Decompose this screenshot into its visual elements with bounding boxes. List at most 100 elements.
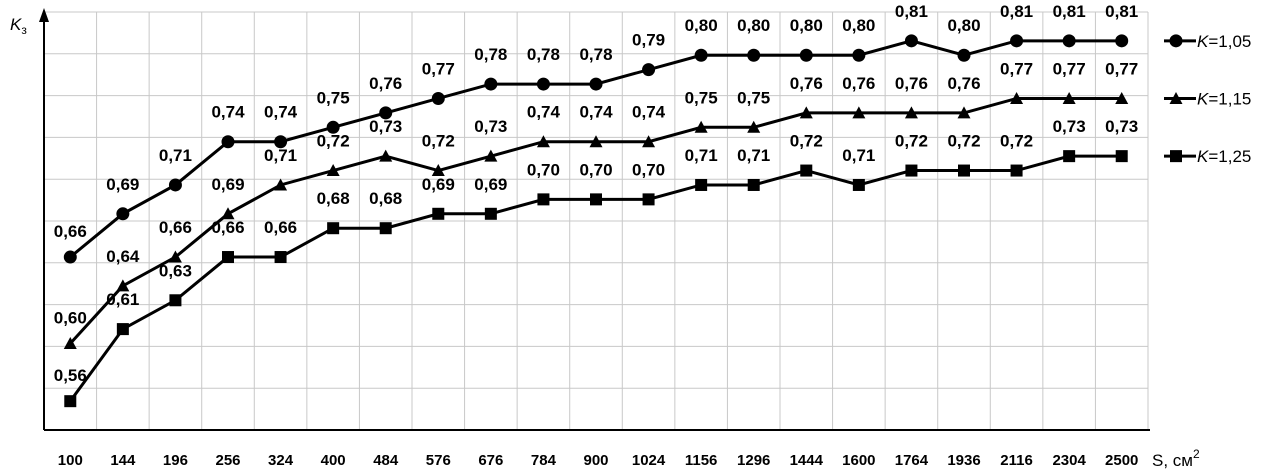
x-tick-label: 1444 bbox=[790, 452, 824, 469]
data-point bbox=[1062, 34, 1076, 48]
data-point bbox=[221, 135, 235, 149]
data-point bbox=[168, 178, 182, 192]
data-point bbox=[589, 77, 603, 91]
legend-label: K=1,05 bbox=[1197, 32, 1251, 51]
data-point bbox=[221, 207, 235, 220]
data-point bbox=[957, 48, 971, 62]
series-square bbox=[64, 150, 1128, 408]
series bbox=[63, 34, 1129, 408]
x-tick-label: 1156 bbox=[685, 452, 718, 469]
legend-item: K=1,05 bbox=[1164, 32, 1251, 51]
x-tick-label: 576 bbox=[426, 452, 451, 469]
data-label: 0,80 bbox=[842, 16, 875, 35]
data-label: 0,75 bbox=[317, 88, 350, 107]
x-tick-label: 100 bbox=[58, 452, 83, 469]
data-point bbox=[800, 164, 813, 177]
x-tick-label: 484 bbox=[373, 452, 399, 469]
data-label: 0,74 bbox=[264, 103, 298, 122]
data-label: 0,75 bbox=[685, 88, 718, 107]
data-point bbox=[274, 251, 287, 264]
data-label: 0,76 bbox=[369, 74, 402, 93]
data-point bbox=[432, 207, 445, 220]
data-label: 0,72 bbox=[790, 132, 823, 151]
data-label: 0,81 bbox=[1053, 2, 1086, 21]
legend-item: K=1,25 bbox=[1164, 147, 1251, 166]
data-point bbox=[904, 106, 918, 119]
data-label: 0,74 bbox=[579, 103, 613, 122]
data-label: 0,68 bbox=[369, 189, 402, 208]
data-label: 0,76 bbox=[895, 74, 928, 93]
data-point bbox=[63, 337, 77, 350]
x-tick-label: 784 bbox=[531, 452, 557, 469]
data-label: 0,74 bbox=[632, 103, 666, 122]
data-point bbox=[222, 251, 234, 264]
data-point bbox=[1115, 150, 1128, 163]
data-point bbox=[642, 193, 655, 206]
data-point bbox=[642, 135, 656, 148]
data-label: 0,69 bbox=[474, 175, 507, 194]
data-point bbox=[1010, 34, 1024, 48]
x-tick-label: 400 bbox=[321, 452, 346, 469]
x-tick-labels: 100 144 196 256 324 400 484 576 676 784 900 1024 115… bbox=[58, 452, 1139, 469]
data-label: 0,78 bbox=[579, 45, 612, 64]
data-point bbox=[116, 323, 129, 336]
legend: K=1,05 K=1,15 K=1,25 bbox=[1164, 32, 1251, 166]
data-label: 0,73 bbox=[1053, 117, 1086, 136]
data-point bbox=[694, 48, 708, 62]
data-label: 0,73 bbox=[474, 117, 507, 136]
data-label: 0,74 bbox=[527, 103, 561, 122]
data-label: 0,74 bbox=[211, 103, 245, 122]
data-point bbox=[431, 164, 445, 177]
data-point bbox=[1010, 164, 1023, 177]
x-tick-label: 1296 bbox=[737, 452, 770, 469]
data-point bbox=[116, 207, 130, 221]
data-point bbox=[799, 106, 813, 119]
legend-marker bbox=[1170, 150, 1182, 163]
data-point bbox=[327, 222, 340, 235]
data-label: 0,69 bbox=[211, 175, 244, 194]
data-point bbox=[852, 178, 865, 191]
data-label: 0,78 bbox=[527, 45, 560, 64]
data-point bbox=[484, 207, 497, 220]
data-label: 0,66 bbox=[264, 218, 297, 237]
data-point bbox=[379, 149, 393, 162]
legend-marker bbox=[1169, 91, 1183, 104]
data-label: 0,76 bbox=[790, 74, 823, 93]
legend-marker bbox=[1169, 34, 1183, 48]
x-tick-label: 1024 bbox=[632, 452, 666, 469]
x-tick-label: 256 bbox=[215, 452, 240, 469]
data-label: 0,70 bbox=[632, 160, 665, 179]
data-label: 0,80 bbox=[737, 16, 770, 35]
data-label: 0,71 bbox=[842, 146, 875, 165]
data-label: 0,72 bbox=[1000, 132, 1033, 151]
data-label: 0,81 bbox=[1000, 2, 1033, 21]
data-label: 0,68 bbox=[317, 189, 350, 208]
data-label: 0,72 bbox=[947, 132, 980, 151]
data-point bbox=[1062, 91, 1076, 104]
x-tick-label: 900 bbox=[583, 452, 608, 469]
data-point bbox=[484, 149, 498, 162]
data-point bbox=[957, 106, 971, 119]
data-point bbox=[694, 120, 708, 133]
x-tick-label: 1936 bbox=[947, 452, 980, 469]
data-point bbox=[695, 178, 708, 191]
data-label: 0,71 bbox=[264, 146, 297, 165]
axes bbox=[39, 8, 1150, 431]
data-label: 0,81 bbox=[895, 2, 928, 21]
data-point bbox=[537, 193, 550, 206]
data-label: 0,66 bbox=[54, 222, 87, 241]
x-tick-label: 676 bbox=[478, 452, 503, 469]
data-label: 0,70 bbox=[527, 160, 560, 179]
data-label: 0,78 bbox=[474, 45, 507, 64]
data-label: 0,56 bbox=[54, 366, 87, 385]
data-point bbox=[326, 164, 340, 177]
data-label: 0,63 bbox=[159, 261, 192, 280]
data-label: 0,80 bbox=[947, 16, 980, 35]
gridlines bbox=[43, 11, 1149, 430]
data-point bbox=[905, 164, 918, 177]
x-tick-label: 2304 bbox=[1052, 452, 1086, 469]
data-point bbox=[379, 106, 393, 120]
x-tick-label: 2116 bbox=[1000, 452, 1033, 469]
x-tick-label: 2500 bbox=[1105, 452, 1138, 469]
x-axis-title: S, см2 bbox=[1152, 447, 1200, 469]
